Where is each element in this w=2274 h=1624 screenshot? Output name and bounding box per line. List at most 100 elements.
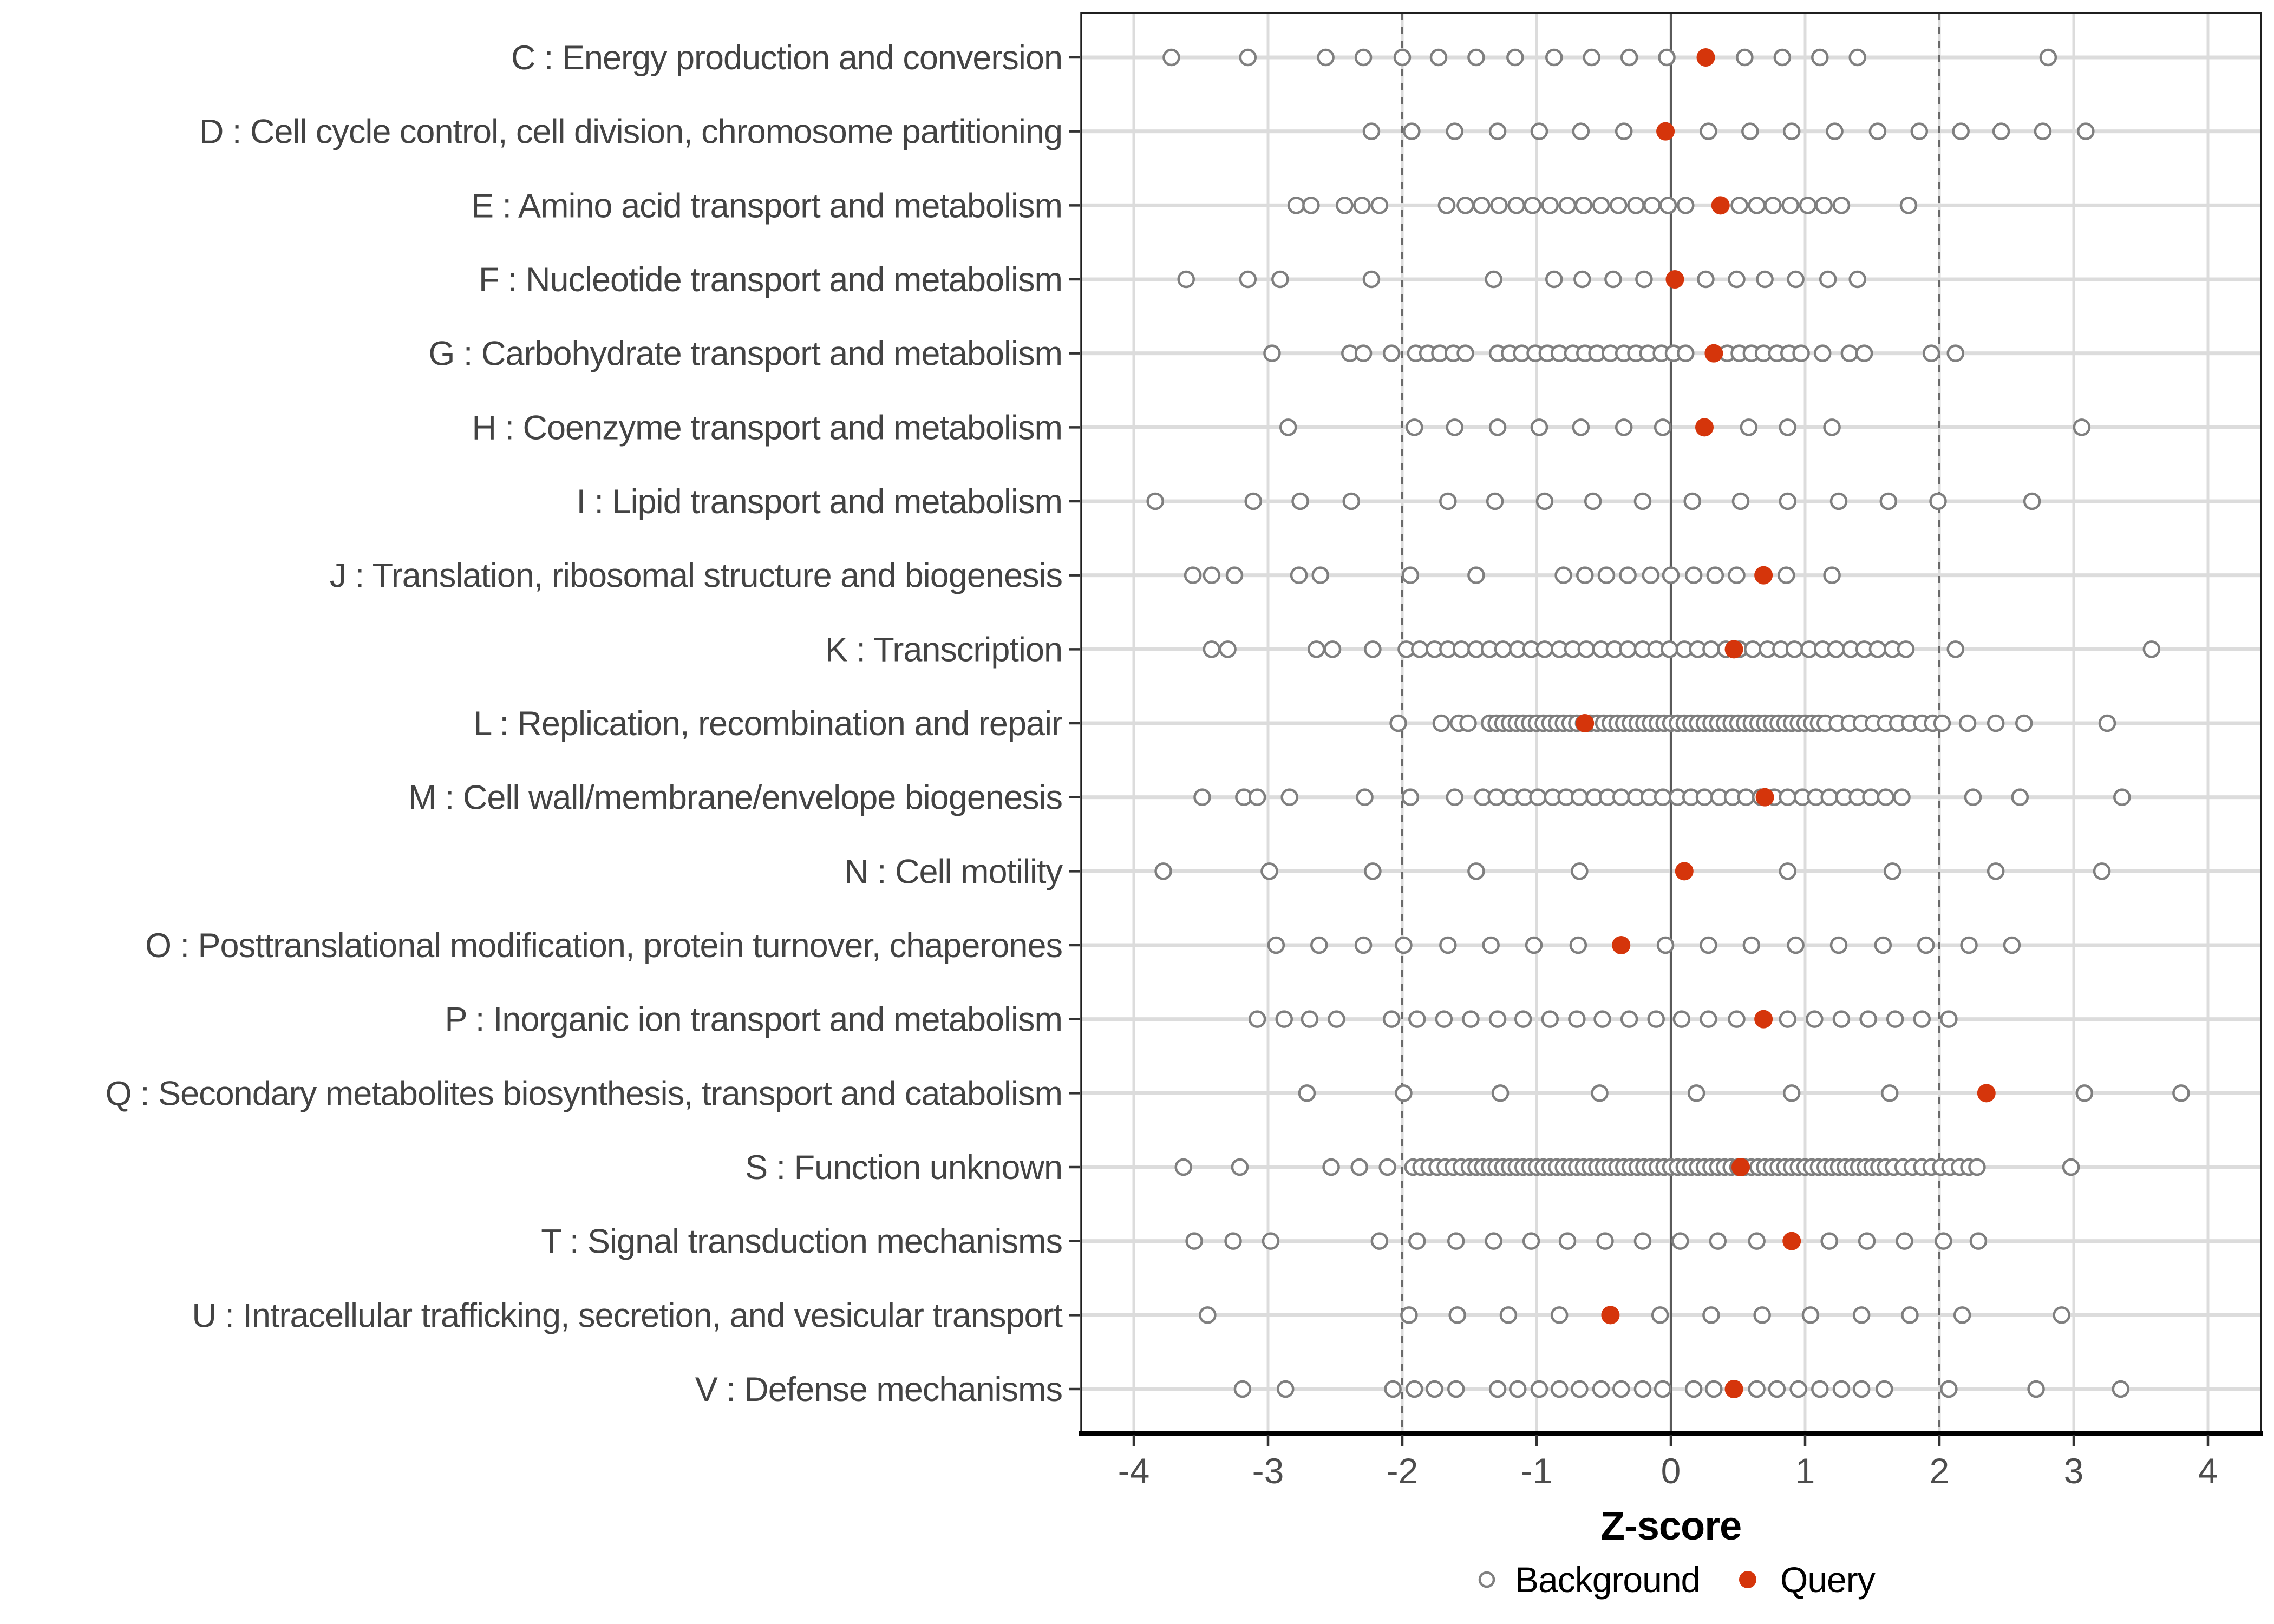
background-point	[1462, 1010, 1480, 1028]
background-point	[1389, 714, 1407, 732]
background-point	[2003, 936, 2021, 954]
query-point	[1977, 1084, 1996, 1103]
background-point	[2034, 122, 2052, 140]
background-point	[1933, 714, 1951, 732]
background-point	[1432, 714, 1450, 732]
query-point	[1731, 1158, 1750, 1176]
background-point	[1279, 418, 1297, 436]
background-point	[1370, 197, 1389, 214]
background-point	[1952, 122, 1970, 140]
background-point	[1728, 270, 1746, 289]
background-point	[1654, 1380, 1672, 1398]
background-point	[1700, 122, 1717, 140]
x-tick-label: -3	[1252, 1451, 1284, 1491]
query-legend-symbol-icon	[1739, 1571, 1756, 1588]
background-point	[1260, 862, 1278, 880]
background-point	[1612, 788, 1630, 806]
background-point	[1378, 1158, 1396, 1176]
category-label: G : Carbohydrate transport and metabolis…	[428, 335, 1062, 373]
background-point	[1384, 1380, 1402, 1398]
background-point	[1509, 1380, 1527, 1398]
background-point	[1248, 1010, 1266, 1028]
background-point	[1789, 1380, 1807, 1398]
background-point	[1736, 48, 1754, 67]
background-point	[1651, 1306, 1669, 1324]
background-point	[1697, 270, 1715, 289]
category-label: C : Energy production and conversion	[511, 39, 1062, 77]
background-point	[1917, 936, 1935, 954]
background-point	[1488, 418, 1507, 436]
background-point	[2073, 418, 2091, 436]
background-point	[1446, 418, 1463, 436]
background-point	[2142, 640, 2161, 658]
background-point	[1554, 566, 1572, 584]
category-label: O : Posttranslational modification, prot…	[145, 927, 1062, 965]
background-point	[1782, 122, 1801, 140]
background-point	[1456, 197, 1474, 214]
background-point	[1684, 1380, 1703, 1398]
background-point	[1702, 640, 1720, 658]
x-tick-label: 1	[1795, 1451, 1815, 1491]
background-point	[1336, 197, 1354, 214]
background-point	[1969, 1232, 1988, 1250]
background-point	[1829, 936, 1848, 954]
background-point	[1541, 1010, 1559, 1028]
background-point	[1855, 344, 1873, 362]
background-point	[1364, 862, 1382, 880]
background-point	[1781, 197, 1799, 214]
background-point	[1584, 492, 1602, 510]
background-point	[1893, 788, 1911, 806]
data-point-layer	[1146, 48, 2190, 1398]
background-point	[2023, 492, 2041, 510]
background-point	[1524, 197, 1541, 214]
background-point	[1550, 1306, 1569, 1324]
background-point	[1852, 1380, 1871, 1398]
category-label: U : Intracellular trafficking, secretion…	[192, 1296, 1063, 1334]
background-point	[1620, 1010, 1638, 1028]
background-point	[2077, 122, 2095, 140]
background-point	[1448, 1306, 1466, 1324]
background-point	[1177, 270, 1195, 289]
background-point	[1199, 1306, 1217, 1324]
background-point	[1815, 197, 1833, 214]
query-legend-label: Query	[1780, 1560, 1876, 1600]
background-point	[1499, 1306, 1518, 1324]
background-point	[1473, 197, 1491, 214]
background-point	[1684, 566, 1703, 584]
background-point	[1642, 566, 1660, 584]
background-point	[1467, 862, 1485, 880]
background-point	[1748, 1232, 1766, 1250]
background-point	[2053, 1306, 2070, 1324]
background-point	[1958, 714, 1977, 732]
background-point	[1382, 344, 1401, 362]
background-point	[1946, 344, 1965, 362]
background-point	[1661, 640, 1678, 658]
background-point	[1785, 640, 1803, 658]
background-point	[1987, 862, 2005, 880]
background-point	[1233, 1380, 1252, 1398]
background-point	[1782, 1084, 1801, 1102]
background-point	[1356, 788, 1374, 806]
background-point	[1615, 418, 1633, 436]
background-point	[1913, 1010, 1931, 1028]
background-point	[1604, 270, 1622, 289]
background-point	[1935, 1232, 1952, 1250]
background-point	[1728, 566, 1746, 584]
background-point	[1529, 788, 1547, 806]
background-point	[1592, 197, 1610, 214]
query-point	[1724, 1380, 1743, 1398]
background-point	[1558, 197, 1577, 214]
x-tick-label: -1	[1521, 1451, 1553, 1491]
category-label: N : Cell motility	[844, 853, 1063, 890]
background-point	[1744, 640, 1762, 658]
background-point	[1779, 862, 1797, 880]
background-point	[2093, 862, 2111, 880]
background-point	[1488, 122, 1507, 140]
background-point	[1395, 1084, 1413, 1102]
category-label: M : Cell wall/membrane/envelope biogenes…	[408, 779, 1062, 817]
background-point	[1832, 1380, 1851, 1398]
background-point	[1633, 1380, 1652, 1398]
query-point	[1601, 1306, 1620, 1325]
background-point	[1535, 492, 1554, 510]
